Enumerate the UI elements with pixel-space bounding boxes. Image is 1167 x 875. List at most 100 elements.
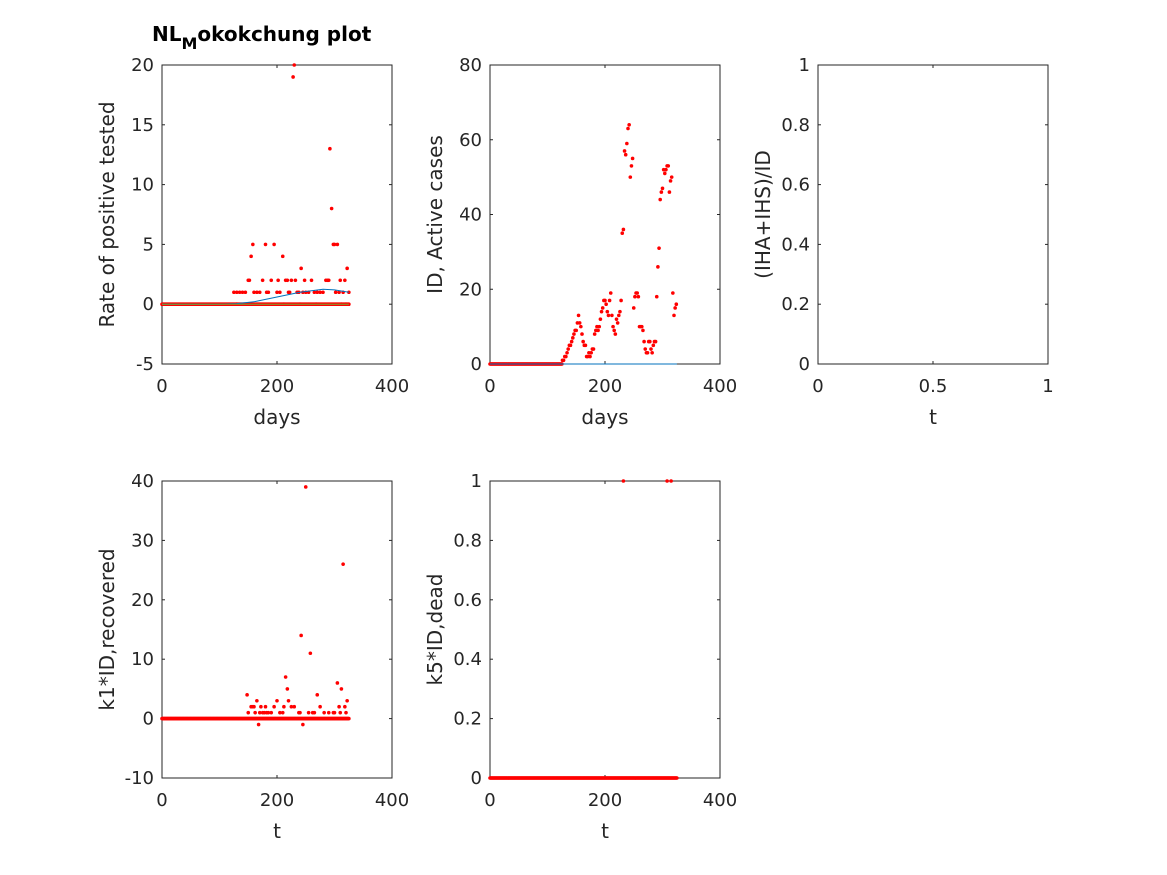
x-tick-label: 400 [703,376,737,397]
data-point [253,710,257,715]
data-point [580,332,584,336]
data-point [285,278,290,283]
data-point [599,309,604,314]
data-point [272,704,276,709]
x-axis-label: days [581,405,628,429]
data-point [328,146,332,151]
data-point [610,313,614,318]
y-axis-label: (IHA+IHS)/ID [751,150,775,279]
data-point [618,309,622,314]
x-tick-label: 200 [588,790,622,811]
data-point [252,704,256,709]
data-point [333,290,338,295]
y-axis-label: ID, Active cases [423,135,447,294]
data-point [257,290,262,295]
data-point [321,290,325,295]
axes-box [161,480,393,779]
subplot-active-cases: 0 200 400 0 20 40 60 80 days ID, Active cases [423,55,737,429]
data-point [674,302,679,307]
data-point [636,294,641,299]
data-point [597,324,602,329]
data-point [269,710,274,715]
y-tick-label: 0 [143,294,154,315]
data-point [641,328,645,333]
y-tick-label: 0.2 [453,709,482,730]
data-point [565,350,569,355]
data-point [633,294,637,299]
data-point [299,633,303,638]
data-point [299,266,303,271]
x-tick-label: 1 [1042,376,1053,397]
data-point [648,339,652,344]
data-point [598,317,603,321]
y-tick-label: 0 [471,354,482,375]
data-point [256,722,261,727]
data-point [561,358,566,363]
data-point [266,290,271,295]
data-point [611,324,615,329]
data-point [318,290,322,295]
data-point [326,710,331,715]
y-tick-label: 30 [131,530,154,551]
data-point [339,687,344,691]
data-point [329,206,334,211]
y-tick-label: 20 [131,590,154,611]
data-point [617,313,621,318]
y-tick-label: 0.8 [781,115,810,136]
data-point [572,332,576,336]
data-point [312,710,317,715]
data-point [308,651,313,656]
x-axis-label: t [601,819,609,843]
x-tick-label: 400 [375,790,409,811]
data-point [255,290,259,295]
data-point [278,290,282,295]
data-point [665,479,669,483]
data-point [658,197,662,202]
data-point [343,704,347,709]
y-tick-label: 20 [459,279,482,300]
data-point [335,681,340,685]
data-point [628,175,633,179]
figure-title: NLMokokchung plot [152,22,372,53]
data-point [293,278,298,283]
data-point [272,242,276,247]
data-point [583,343,588,348]
data-point [282,704,286,709]
x-tick-label: 400 [703,790,737,811]
data-point [577,321,582,325]
data-point [621,227,626,232]
data-point [232,290,236,295]
data-point [663,171,667,176]
data-point [237,290,242,295]
data-point [653,339,658,344]
data-point [588,354,592,359]
data-point [337,704,341,709]
data-point [243,290,248,295]
data-point [263,704,268,709]
data-point [667,190,672,194]
data-point [291,75,295,79]
data-point [669,479,673,483]
data-point [654,294,659,299]
data-point [566,347,570,351]
data-point [240,290,245,295]
y-tick-label: 0 [799,354,810,375]
data-point [292,63,297,67]
data-point [614,317,619,321]
y-tick-label: 0.4 [453,649,482,670]
figure-title-subscript: M [181,34,197,53]
data-point [275,290,279,295]
data-point [335,242,340,247]
data-point [571,336,575,340]
figure-title-rest: okokchung plot [197,22,371,46]
y-tick-label: -10 [125,768,154,789]
data-point [668,179,673,183]
y-tick-label: 10 [131,175,154,196]
figure-title-main: NL [152,22,182,46]
x-tick-label: 200 [260,376,294,397]
x-tick-label: 0 [156,790,167,811]
y-tick-label: 5 [143,234,154,255]
